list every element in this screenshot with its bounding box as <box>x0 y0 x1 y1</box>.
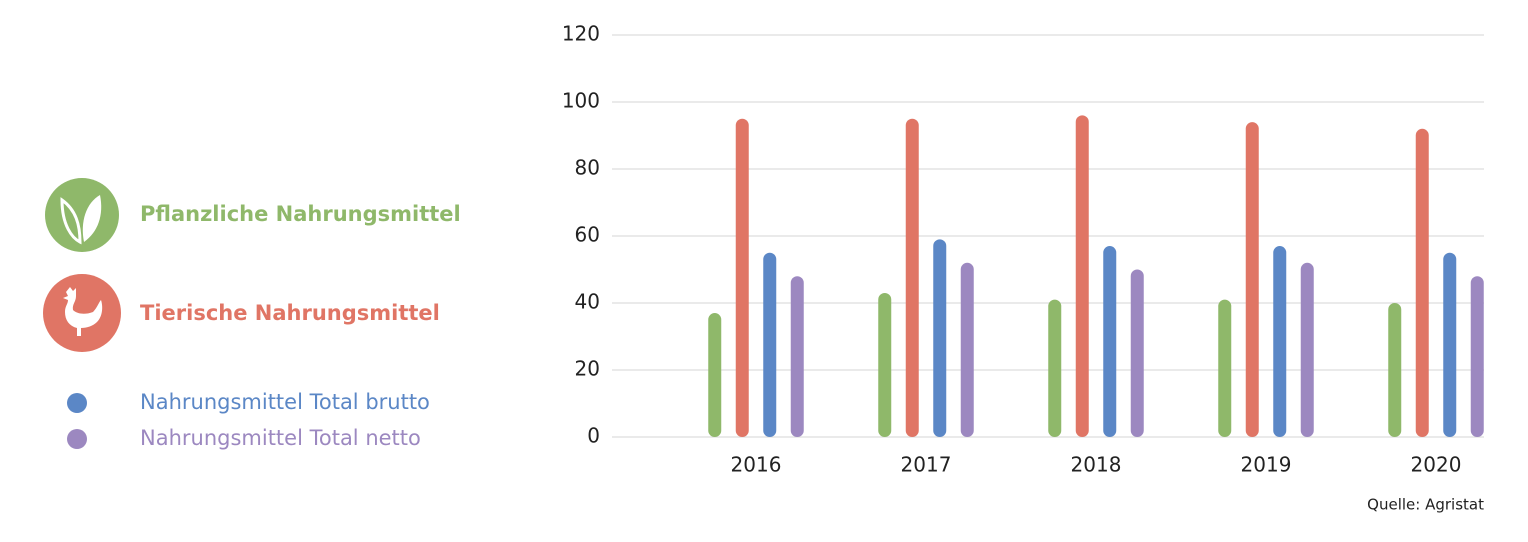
x-tick-label: 2019 <box>1241 453 1292 477</box>
chicken-icon <box>43 274 121 352</box>
y-tick-label: 60 <box>575 223 600 247</box>
y-tick-label: 0 <box>587 424 600 448</box>
bar <box>790 276 804 437</box>
legend-marker <box>67 429 87 449</box>
legend-label: Nahrungsmittel Total netto <box>140 426 421 450</box>
legend-icons <box>43 178 121 352</box>
bar <box>1048 299 1062 437</box>
x-tick-label: 2020 <box>1411 453 1462 477</box>
bar <box>960 262 974 437</box>
y-tick-label: 100 <box>562 89 600 113</box>
y-tick-label: 80 <box>575 156 600 180</box>
leaf-icon <box>45 178 119 252</box>
bar <box>933 239 947 437</box>
bar <box>708 313 722 437</box>
bar <box>1075 115 1089 438</box>
legend-label: Pflanzliche Nahrungsmittel <box>140 202 461 226</box>
bar <box>1245 122 1259 437</box>
chicken <box>63 287 103 336</box>
bar <box>1388 303 1402 437</box>
legend-marker <box>67 393 87 413</box>
y-tick-label: 40 <box>575 290 600 314</box>
bar <box>878 292 892 437</box>
bar <box>735 118 749 437</box>
leaf <box>82 195 102 242</box>
x-tick-label: 2018 <box>1071 453 1122 477</box>
legend-label: Tierische Nahrungsmittel <box>140 301 440 325</box>
bar <box>1443 252 1457 437</box>
x-tick-label: 2017 <box>901 453 952 477</box>
legend-label: Nahrungsmittel Total brutto <box>140 390 430 414</box>
bar <box>1300 262 1314 437</box>
bar <box>905 118 919 437</box>
bar <box>1273 246 1287 437</box>
leaf <box>60 197 82 245</box>
bar <box>1130 269 1144 437</box>
bar <box>1103 246 1117 437</box>
bar <box>1218 299 1232 437</box>
y-tick-label: 20 <box>575 357 600 381</box>
x-tick-label: 2016 <box>731 453 782 477</box>
bar <box>1415 128 1429 438</box>
bar <box>763 252 777 437</box>
source: Quelle: Agristat <box>1367 496 1484 514</box>
bar <box>1470 276 1484 437</box>
y-tick-label: 120 <box>562 22 600 46</box>
